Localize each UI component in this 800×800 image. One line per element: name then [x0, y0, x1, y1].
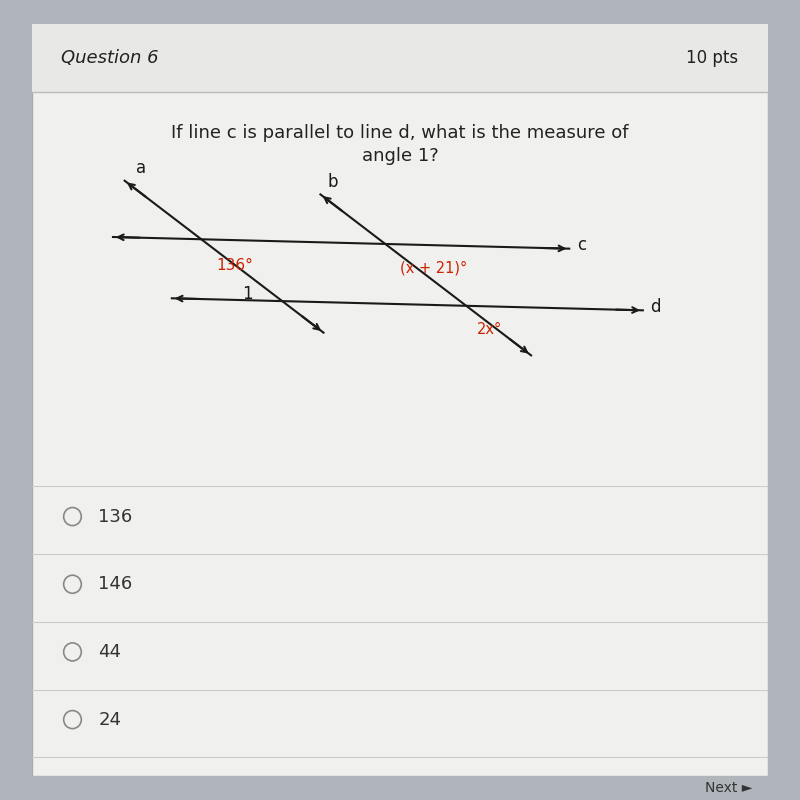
Text: angle 1?: angle 1?: [362, 146, 438, 165]
Text: (x + 21)°: (x + 21)°: [400, 261, 467, 275]
Text: If line c is parallel to line d, what is the measure of: If line c is parallel to line d, what is…: [171, 124, 629, 142]
Text: 2x°: 2x°: [478, 322, 502, 338]
Text: 24: 24: [98, 710, 122, 729]
Text: c: c: [577, 236, 586, 254]
Text: 136°: 136°: [216, 258, 253, 273]
Text: 1: 1: [242, 285, 253, 302]
Text: b: b: [328, 173, 338, 190]
Text: 10 pts: 10 pts: [686, 49, 738, 67]
Text: a: a: [136, 159, 146, 177]
Bar: [32, 24, 768, 92]
Text: d: d: [650, 298, 661, 315]
Text: 44: 44: [98, 643, 122, 661]
Text: 146: 146: [98, 575, 133, 594]
Text: 136: 136: [98, 507, 133, 526]
FancyBboxPatch shape: [32, 24, 768, 776]
Text: Question 6: Question 6: [62, 49, 159, 67]
Text: Next ►: Next ►: [705, 781, 752, 795]
